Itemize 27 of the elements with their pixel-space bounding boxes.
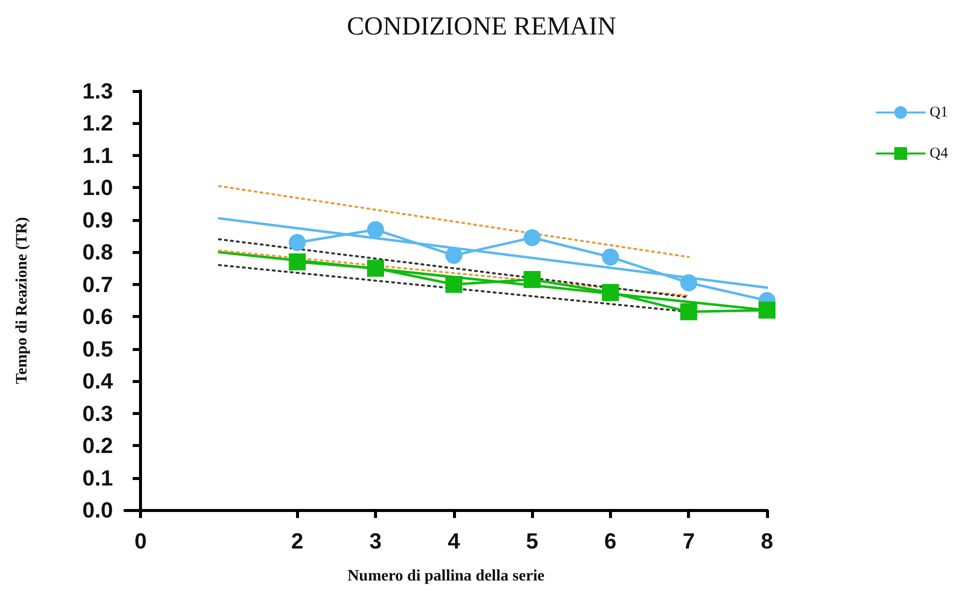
y-tick-label: 0.3 bbox=[82, 400, 113, 426]
y-tick-label: 0.1 bbox=[82, 465, 113, 490]
y-tick-label: 0.6 bbox=[82, 304, 113, 330]
y-tick-label: 0.8 bbox=[82, 240, 113, 265]
y-tick-label: 1.0 bbox=[82, 175, 113, 200]
x-tick-label: 7 bbox=[682, 528, 695, 554]
y-tick-label: 1.3 bbox=[82, 78, 113, 104]
y-tick-label: 0.9 bbox=[82, 207, 113, 232]
x-tick-label: 8 bbox=[760, 528, 774, 554]
x-tick-label: 5 bbox=[526, 528, 538, 554]
x-tick-label: 4 bbox=[448, 528, 461, 554]
y-tick-label: 0.7 bbox=[82, 272, 113, 297]
x-tick-label: 0 bbox=[134, 528, 147, 554]
y-tick-label: 1.2 bbox=[82, 110, 113, 136]
x-axis-title: Numero di pallina della serie bbox=[347, 568, 545, 584]
y-tick-label: 1.1 bbox=[82, 142, 113, 168]
legend-label: Q4 bbox=[930, 146, 948, 162]
y-tick-label: 0.5 bbox=[82, 336, 113, 362]
x-tick-label: 6 bbox=[604, 528, 617, 554]
chart-title: CONDIZIONE REMAIN bbox=[346, 12, 616, 40]
y-tick-label: 0.4 bbox=[82, 368, 114, 394]
legend-label: Q1 bbox=[930, 104, 948, 120]
x-tick-label: 3 bbox=[369, 528, 382, 554]
x-tick-label: 2 bbox=[291, 528, 304, 554]
y-tick-label: 0.2 bbox=[82, 433, 113, 458]
y-tick-label: 0.0 bbox=[82, 498, 113, 522]
y-axis-title: Tempo di Reazione (TR) bbox=[14, 217, 30, 384]
